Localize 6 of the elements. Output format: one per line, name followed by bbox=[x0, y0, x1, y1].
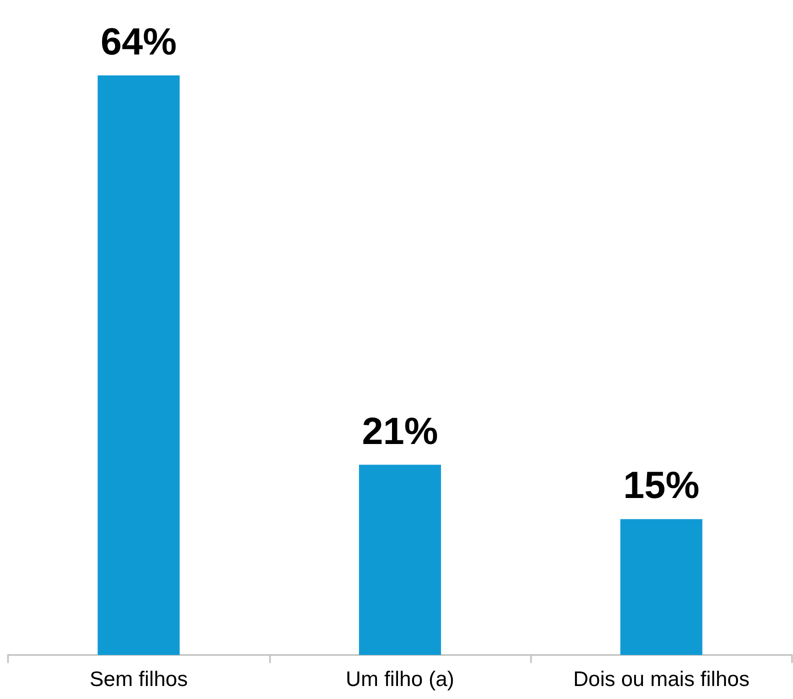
x-tick-label: Um filho (a) bbox=[346, 668, 454, 691]
data-label: 21% bbox=[362, 410, 438, 453]
data-label: 15% bbox=[623, 465, 700, 508]
x-tick-label: Dois ou mais filhos bbox=[573, 668, 750, 691]
x-tick-label: Sem filhos bbox=[90, 668, 188, 691]
data-label: 64% bbox=[100, 21, 177, 64]
